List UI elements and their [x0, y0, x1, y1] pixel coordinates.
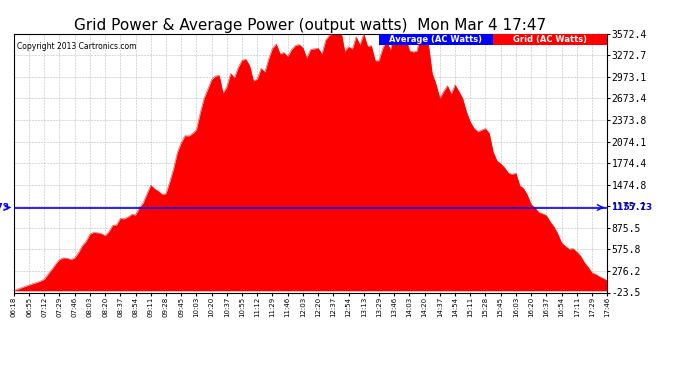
Text: 1157.73: 1157.73 — [611, 203, 653, 212]
Text: Copyright 2013 Cartronics.com: Copyright 2013 Cartronics.com — [17, 42, 136, 51]
Title: Grid Power & Average Power (output watts)  Mon Mar 4 17:47: Grid Power & Average Power (output watts… — [75, 18, 546, 33]
Text: 1157.73: 1157.73 — [0, 203, 10, 212]
